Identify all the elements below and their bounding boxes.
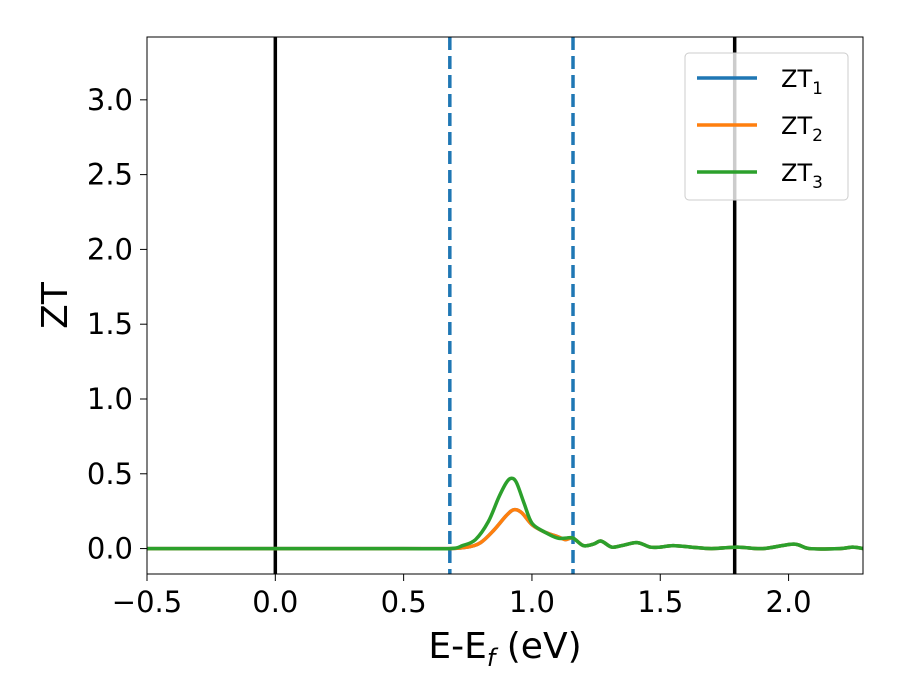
plot-frame [146, 36, 864, 575]
legend-label-2: ZT2 [781, 112, 823, 146]
y-tick-label: 0.5 [87, 457, 133, 491]
y-axis-label: ZT [35, 281, 76, 329]
x-tick-label: 0.0 [252, 585, 298, 619]
series-lines [147, 476, 863, 551]
legend-label-1: ZT1 [781, 65, 823, 99]
y-tick-label: 1.0 [87, 382, 133, 416]
legend-box [684, 52, 849, 201]
x-tick-label: 1.0 [509, 585, 555, 619]
x-axis-label: E-Ef (eV) [428, 626, 581, 672]
series-line-3 [147, 476, 863, 551]
x-tick-label: 2.0 [766, 585, 812, 619]
legend: ZT1 ZT2 ZT3 [684, 52, 849, 201]
x-tick-label: 0.5 [381, 585, 427, 619]
x-axis-ticks: −0.5 0.0 0.5 1.0 1.5 2.0 [112, 574, 812, 619]
legend-label-3: ZT3 [781, 159, 823, 193]
x-tick-label: −0.5 [112, 585, 182, 619]
y-tick-label: 2.5 [87, 158, 133, 192]
x-tick-label: 1.5 [637, 585, 683, 619]
y-tick-label: 1.5 [87, 307, 133, 341]
y-tick-label: 3.0 [87, 83, 133, 117]
y-tick-label: 0.0 [87, 532, 133, 566]
y-axis-ticks: 0.0 0.5 1.0 1.5 2.0 2.5 3.0 [87, 83, 147, 566]
y-tick-label: 2.0 [87, 232, 133, 266]
